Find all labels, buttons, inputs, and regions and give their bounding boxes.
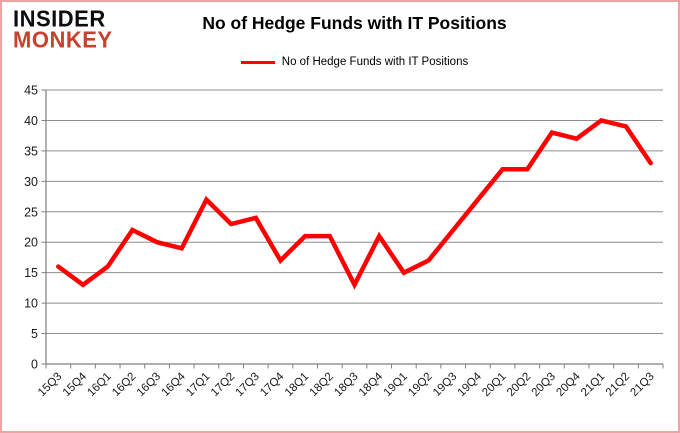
chart-title: No of Hedge Funds with IT Positions <box>202 13 507 33</box>
x-axis-label-17Q3: 17Q3 <box>234 371 262 399</box>
x-axis-label-20Q1: 20Q1 <box>480 371 508 399</box>
x-axis-label-17Q4: 17Q4 <box>258 370 287 399</box>
chart-legend: No of Hedge Funds with IT Positions <box>46 56 663 68</box>
y-axis-label-10: 10 <box>24 297 38 311</box>
y-axis-label-45: 45 <box>24 84 38 98</box>
y-axis-label-30: 30 <box>24 175 38 189</box>
legend-label: No of Hedge Funds with IT Positions <box>281 56 469 68</box>
x-axis-label-18Q4: 18Q4 <box>357 370 386 399</box>
y-axis-label-15: 15 <box>24 266 38 280</box>
x-axis-label-21Q1: 21Q1 <box>579 371 607 399</box>
legend-line-swatch <box>240 60 275 64</box>
x-axis-label-18Q2: 18Q2 <box>308 371 336 399</box>
x-axis-label-18Q3: 18Q3 <box>332 371 360 399</box>
x-axis-label-20Q2: 20Q2 <box>505 371 533 399</box>
x-axis-label-19Q3: 19Q3 <box>431 371 459 399</box>
y-axis-label-25: 25 <box>24 205 38 219</box>
x-axis-label-15Q4: 15Q4 <box>61 370 90 399</box>
y-axis-label-20: 20 <box>24 236 38 250</box>
x-axis-label-19Q4: 19Q4 <box>456 370 485 399</box>
x-axis-label-16Q3: 16Q3 <box>135 371 163 399</box>
x-axis-label-17Q1: 17Q1 <box>184 371 212 399</box>
x-axis-label-20Q4: 20Q4 <box>554 370 583 399</box>
x-axis-label-16Q2: 16Q2 <box>110 371 138 399</box>
x-axis-label-15Q3: 15Q3 <box>36 371 64 399</box>
logo-text-monkey: MONKEY <box>13 26 113 53</box>
x-axis-label-16Q1: 16Q1 <box>85 371 113 399</box>
y-axis-label-35: 35 <box>24 144 38 158</box>
logo-text-insider: INSIDER <box>13 5 106 32</box>
x-axis-label-21Q3: 21Q3 <box>628 371 656 399</box>
x-axis-label-17Q2: 17Q2 <box>209 371 237 399</box>
y-axis-label-0: 0 <box>31 358 38 372</box>
x-axis-label-16Q4: 16Q4 <box>159 370 188 399</box>
insider-monkey-logo: INSIDER MONKEY <box>13 5 113 53</box>
x-axis-label-18Q1: 18Q1 <box>283 371 311 399</box>
y-axis-label-5: 5 <box>31 327 38 341</box>
x-axis-label-19Q1: 19Q1 <box>382 371 410 399</box>
y-axis-label-40: 40 <box>24 114 38 128</box>
series-line-no-of-hedge-funds-with-it-positions <box>56 117 653 290</box>
x-axis-label-20Q3: 20Q3 <box>530 371 558 399</box>
x-axis-label-21Q2: 21Q2 <box>604 371 632 399</box>
x-axis-label-19Q2: 19Q2 <box>406 371 434 399</box>
